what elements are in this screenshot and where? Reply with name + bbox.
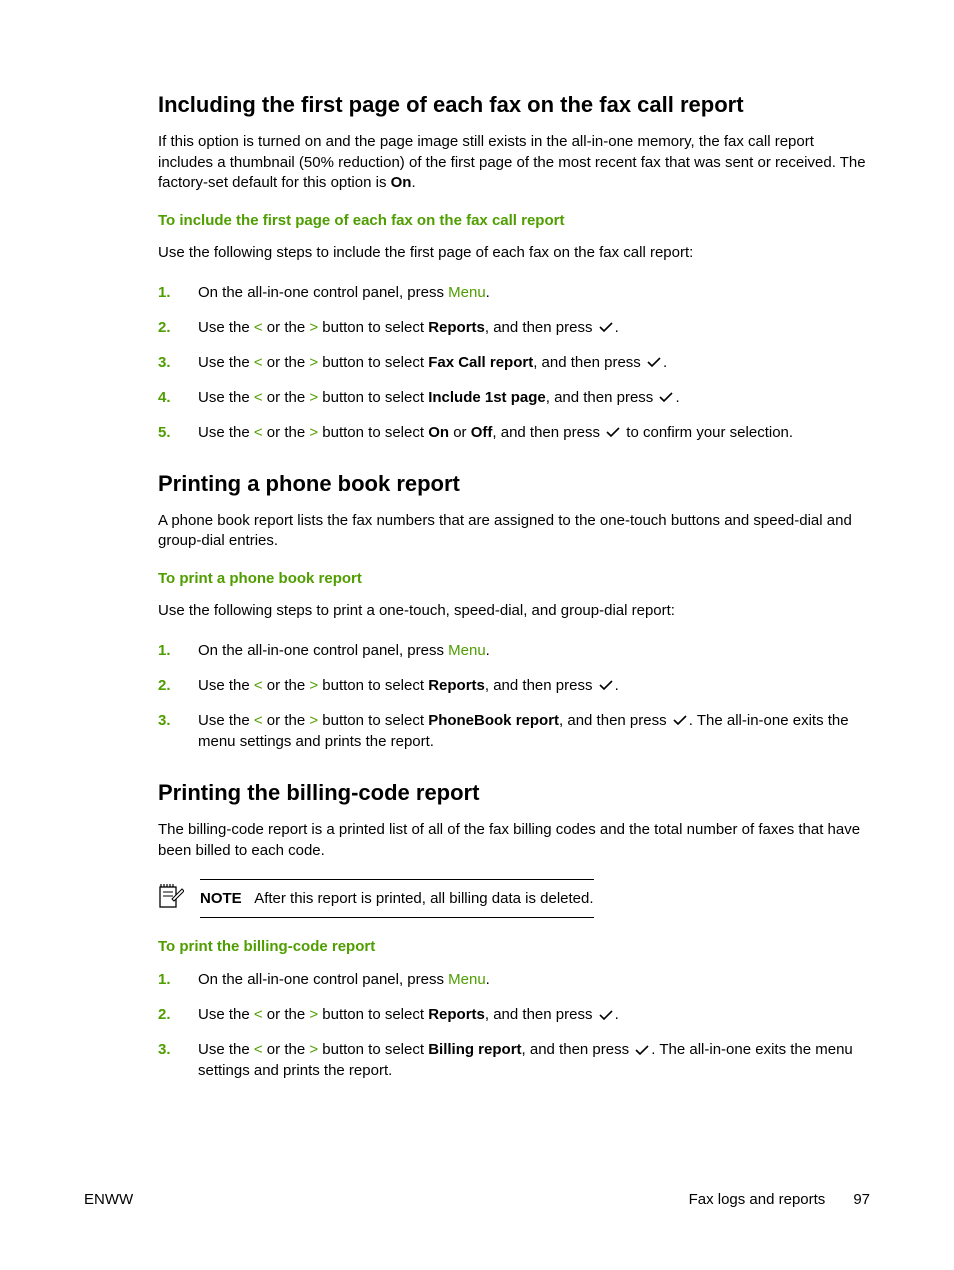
- step-text: Use the < or the > button to select Incl…: [198, 387, 870, 408]
- step-item: 2.Use the < or the > button to select Re…: [158, 317, 870, 338]
- lt-symbol: <: [254, 354, 263, 371]
- intro-text: If this option is turned on and the page…: [158, 133, 866, 191]
- steps-section1: 1.On the all-in-one control panel, press…: [158, 282, 870, 443]
- step-text: Use the < or the > button to select Bill…: [198, 1039, 870, 1081]
- step-item: 1.On the all-in-one control panel, press…: [158, 282, 870, 303]
- step-number: 2.: [158, 317, 198, 338]
- step-bold: Reports: [428, 677, 485, 694]
- heading-section3: Printing the billing-code report: [158, 780, 870, 806]
- lt-symbol: <: [254, 319, 263, 336]
- step-text: Use the < or the > button to select Repo…: [198, 675, 870, 696]
- page-footer: ENWW Fax logs and reports 97: [84, 1191, 870, 1208]
- gt-symbol: >: [309, 354, 318, 371]
- step-number: 2.: [158, 675, 198, 696]
- heading-section2: Printing a phone book report: [158, 471, 870, 497]
- gt-symbol: >: [309, 1006, 318, 1023]
- section-billing-report: Printing the billing-code report The bil…: [158, 780, 870, 1081]
- intro-section3: The billing-code report is a printed lis…: [158, 820, 870, 861]
- lt-symbol: <: [254, 1041, 263, 1058]
- footer-section-label: Fax logs and reports: [689, 1191, 826, 1208]
- steps-section2: 1.On the all-in-one control panel, press…: [158, 640, 870, 752]
- heading-section1: Including the first page of each fax on …: [158, 92, 870, 118]
- step-text: On the all-in-one control panel, press M…: [198, 640, 870, 661]
- step-item: 1.On the all-in-one control panel, press…: [158, 640, 870, 661]
- lt-symbol: <: [254, 424, 263, 441]
- step-item: 4.Use the < or the > button to select In…: [158, 387, 870, 408]
- step-text: Use the < or the > button to select Fax …: [198, 352, 870, 373]
- intro-section1: If this option is turned on and the page…: [158, 132, 870, 194]
- step-text: Use the < or the > button to select Phon…: [198, 710, 870, 752]
- note-text: After this report is printed, all billin…: [254, 890, 593, 907]
- intro-section2: A phone book report lists the fax number…: [158, 511, 870, 552]
- footer-left: ENWW: [84, 1191, 133, 1208]
- step-item: 2.Use the < or the > button to select Re…: [158, 1004, 870, 1025]
- step-item: 3.Use the < or the > button to select Bi…: [158, 1039, 870, 1081]
- lt-symbol: <: [254, 1006, 263, 1023]
- note-content: NOTE After this report is printed, all b…: [200, 879, 594, 918]
- step-number: 3.: [158, 710, 198, 731]
- menu-keyword: Menu: [448, 971, 486, 988]
- step-bold: Reports: [428, 1006, 485, 1023]
- lead-section1: Use the following steps to include the f…: [158, 243, 870, 264]
- step-bold: Fax Call report: [428, 354, 533, 371]
- document-page: Including the first page of each fax on …: [0, 0, 954, 1270]
- step-number: 2.: [158, 1004, 198, 1025]
- footer-right: Fax logs and reports 97: [689, 1191, 870, 1208]
- step-item: 3.Use the < or the > button to select Fa…: [158, 352, 870, 373]
- subheading-section2: To print a phone book report: [158, 570, 870, 587]
- steps-section3: 1.On the all-in-one control panel, press…: [158, 969, 870, 1081]
- step-bold2: Off: [471, 424, 493, 441]
- step-bold: Reports: [428, 319, 485, 336]
- step-item: 2.Use the < or the > button to select Re…: [158, 675, 870, 696]
- gt-symbol: >: [309, 319, 318, 336]
- lt-symbol: <: [254, 389, 263, 406]
- gt-symbol: >: [309, 389, 318, 406]
- gt-symbol: >: [309, 1041, 318, 1058]
- lead-section2: Use the following steps to print a one-t…: [158, 601, 870, 622]
- lt-symbol: <: [254, 712, 263, 729]
- step-text: On the all-in-one control panel, press M…: [198, 969, 870, 990]
- gt-symbol: >: [309, 424, 318, 441]
- step-bold: On: [428, 424, 449, 441]
- footer-page-number: 97: [853, 1191, 870, 1208]
- step-bold: Include 1st page: [428, 389, 546, 406]
- note-box: NOTE After this report is printed, all b…: [158, 879, 870, 918]
- step-item: 5.Use the < or the > button to select On…: [158, 422, 870, 443]
- section-phonebook-report: Printing a phone book report A phone boo…: [158, 471, 870, 752]
- intro-text-end: .: [411, 174, 415, 191]
- step-number: 1.: [158, 640, 198, 661]
- step-number: 3.: [158, 1039, 198, 1060]
- note-label: NOTE: [200, 890, 242, 907]
- menu-keyword: Menu: [448, 284, 486, 301]
- step-item: 3.Use the < or the > button to select Ph…: [158, 710, 870, 752]
- step-number: 1.: [158, 969, 198, 990]
- menu-keyword: Menu: [448, 642, 486, 659]
- gt-symbol: >: [309, 677, 318, 694]
- subheading-section1: To include the first page of each fax on…: [158, 212, 870, 229]
- step-text: Use the < or the > button to select Repo…: [198, 1004, 870, 1025]
- note-icon: [158, 879, 186, 914]
- step-text: On the all-in-one control panel, press M…: [198, 282, 870, 303]
- subheading-section3: To print the billing-code report: [158, 938, 870, 955]
- step-text: Use the < or the > button to select Repo…: [198, 317, 870, 338]
- step-number: 4.: [158, 387, 198, 408]
- step-bold: PhoneBook report: [428, 712, 559, 729]
- lt-symbol: <: [254, 677, 263, 694]
- intro-bold-on: On: [391, 174, 412, 191]
- step-bold: Billing report: [428, 1041, 521, 1058]
- step-number: 3.: [158, 352, 198, 373]
- section-fax-call-report: Including the first page of each fax on …: [158, 92, 870, 443]
- step-text: Use the < or the > button to select On o…: [198, 422, 870, 443]
- step-item: 1.On the all-in-one control panel, press…: [158, 969, 870, 990]
- gt-symbol: >: [309, 712, 318, 729]
- step-number: 5.: [158, 422, 198, 443]
- step-number: 1.: [158, 282, 198, 303]
